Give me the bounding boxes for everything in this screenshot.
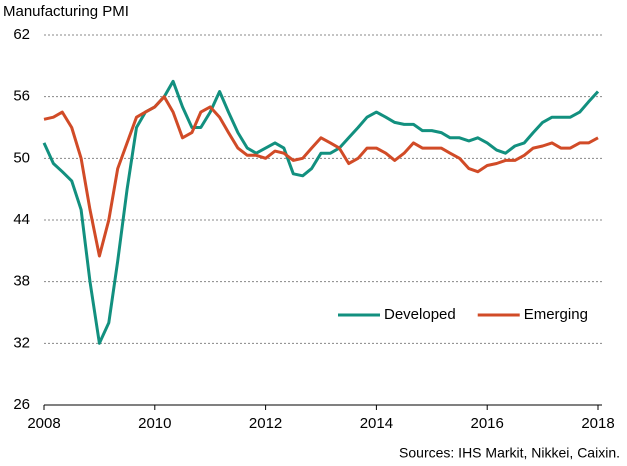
series-line: [43, 95, 599, 258]
y-tick-label: 56: [13, 88, 30, 105]
x-tick-label: 2008: [27, 415, 60, 432]
y-tick-label: 50: [13, 149, 30, 166]
source-note: Sources: IHS Markit, Nikkei, Caixin.: [399, 445, 620, 461]
legend-label: Developed: [384, 306, 456, 323]
x-tick-label: 2016: [471, 415, 504, 432]
y-tick-label: 62: [13, 26, 30, 43]
y-tick-label: 44: [13, 211, 30, 228]
series-line: [42, 79, 600, 345]
chart-title: Manufacturing PMI: [3, 3, 129, 20]
x-tick-label: 2010: [138, 415, 171, 432]
x-tick-label: 2012: [249, 415, 282, 432]
x-tick-label: 2018: [581, 415, 614, 432]
x-tick-label: 2014: [360, 415, 393, 432]
y-tick-label: 26: [13, 396, 30, 413]
y-tick-label: 38: [13, 273, 30, 290]
y-tick-label: 32: [13, 334, 30, 351]
legend-label: Emerging: [524, 306, 588, 323]
